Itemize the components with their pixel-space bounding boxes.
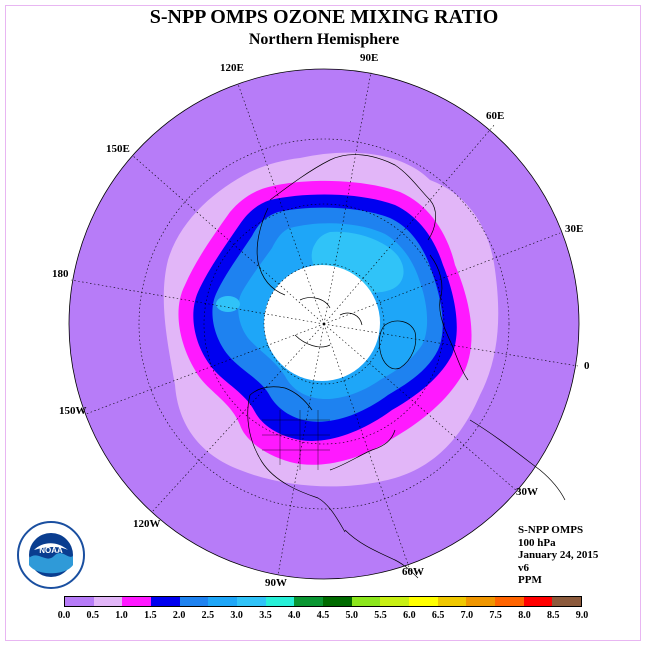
legend-swatch xyxy=(294,597,324,606)
legend-tick-label: 8.0 xyxy=(518,610,531,621)
graticule xyxy=(70,71,579,576)
lon-label-30e: 30E xyxy=(565,223,584,235)
legend-swatch xyxy=(466,597,496,606)
legend-swatch xyxy=(65,597,94,606)
info-version: v6 xyxy=(518,561,529,574)
legend-tick-label: 5.5 xyxy=(374,610,387,621)
info-date: January 24, 2015 xyxy=(518,549,599,561)
noaa-logo: NOAA xyxy=(17,521,85,589)
lon-label-30w: 30W xyxy=(516,486,538,498)
legend-tick-label: 2.5 xyxy=(201,610,215,621)
legend-tick-label: 6.5 xyxy=(431,610,445,621)
info-instrument: S-NPP OMPS xyxy=(518,524,584,536)
legend-swatch xyxy=(552,597,582,606)
legend-swatch xyxy=(237,597,266,606)
legend-swatch xyxy=(495,597,524,606)
legend-tick-label: 5.0 xyxy=(345,610,359,621)
lon-label-90e: 90E xyxy=(360,52,379,64)
lon-label-150w: 150W xyxy=(59,405,87,417)
legend-tick-label: 4.0 xyxy=(287,610,301,621)
legend-tick-label: 7.0 xyxy=(460,610,474,621)
legend-swatch xyxy=(523,597,553,606)
legend-tick-label: 0.0 xyxy=(57,610,71,621)
legend-tick-label: 1.5 xyxy=(144,610,157,621)
legend-swatch xyxy=(437,597,467,606)
legend-swatch xyxy=(351,597,381,606)
legend-tick-label: 7.5 xyxy=(489,610,502,621)
lon-label-0: 0 xyxy=(584,360,590,372)
legend-swatch xyxy=(409,597,438,606)
legend-tick-label: 3.5 xyxy=(259,610,272,621)
polar-no-data xyxy=(264,265,380,381)
legend-swatch xyxy=(323,597,352,606)
legend-swatch xyxy=(208,597,238,606)
info-block: S-NPP OMPS 100 hPa January 24, 2015 v6 P… xyxy=(518,524,598,587)
lon-label-180: 180 xyxy=(52,268,69,280)
legend-tick-label: 0.5 xyxy=(86,610,100,621)
lon-label-150e: 150E xyxy=(106,143,130,155)
lon-label-60w: 60W xyxy=(402,566,424,578)
legend-tick-label: 3.0 xyxy=(230,610,243,621)
color-legend xyxy=(64,596,582,607)
legend-swatch xyxy=(93,597,123,606)
coastlines xyxy=(247,154,566,579)
contour-3-0-small xyxy=(216,296,240,312)
info-units: PPM xyxy=(518,574,542,586)
page-title: S-NPP OMPS OZONE MIXING RATIO xyxy=(149,6,499,28)
svg-text:NOAA: NOAA xyxy=(39,546,63,555)
legend-tick-label: 4.5 xyxy=(316,610,330,621)
legend-swatch xyxy=(179,597,209,606)
legend-swatch xyxy=(380,597,410,606)
lon-label-60e: 60E xyxy=(486,110,505,122)
page-subtitle: Northern Hemisphere xyxy=(248,31,400,48)
color-legend-labels: 0.0 0.5 1.0 1.5 2.0 2.5 3.0 3.5 4.0 4.5 5.0 5.5 6.0 6… xyxy=(0,610,648,624)
legend-tick-label: 9.0 xyxy=(575,610,589,621)
legend-tick-label: 1.0 xyxy=(115,610,128,621)
plot-frame xyxy=(5,5,641,641)
legend-tick-label: 6.0 xyxy=(403,610,416,621)
lon-label-120w: 120W xyxy=(133,518,161,530)
info-level: 100 hPa xyxy=(518,536,556,549)
lon-label-120e: 120E xyxy=(220,62,244,74)
legend-tick-label: 2.0 xyxy=(172,610,186,621)
legend-swatch xyxy=(151,597,180,606)
legend-swatch xyxy=(265,597,295,606)
lon-label-90w: 90W xyxy=(265,577,287,589)
legend-tick-label: 8.5 xyxy=(546,610,560,621)
legend-swatch xyxy=(122,597,152,606)
